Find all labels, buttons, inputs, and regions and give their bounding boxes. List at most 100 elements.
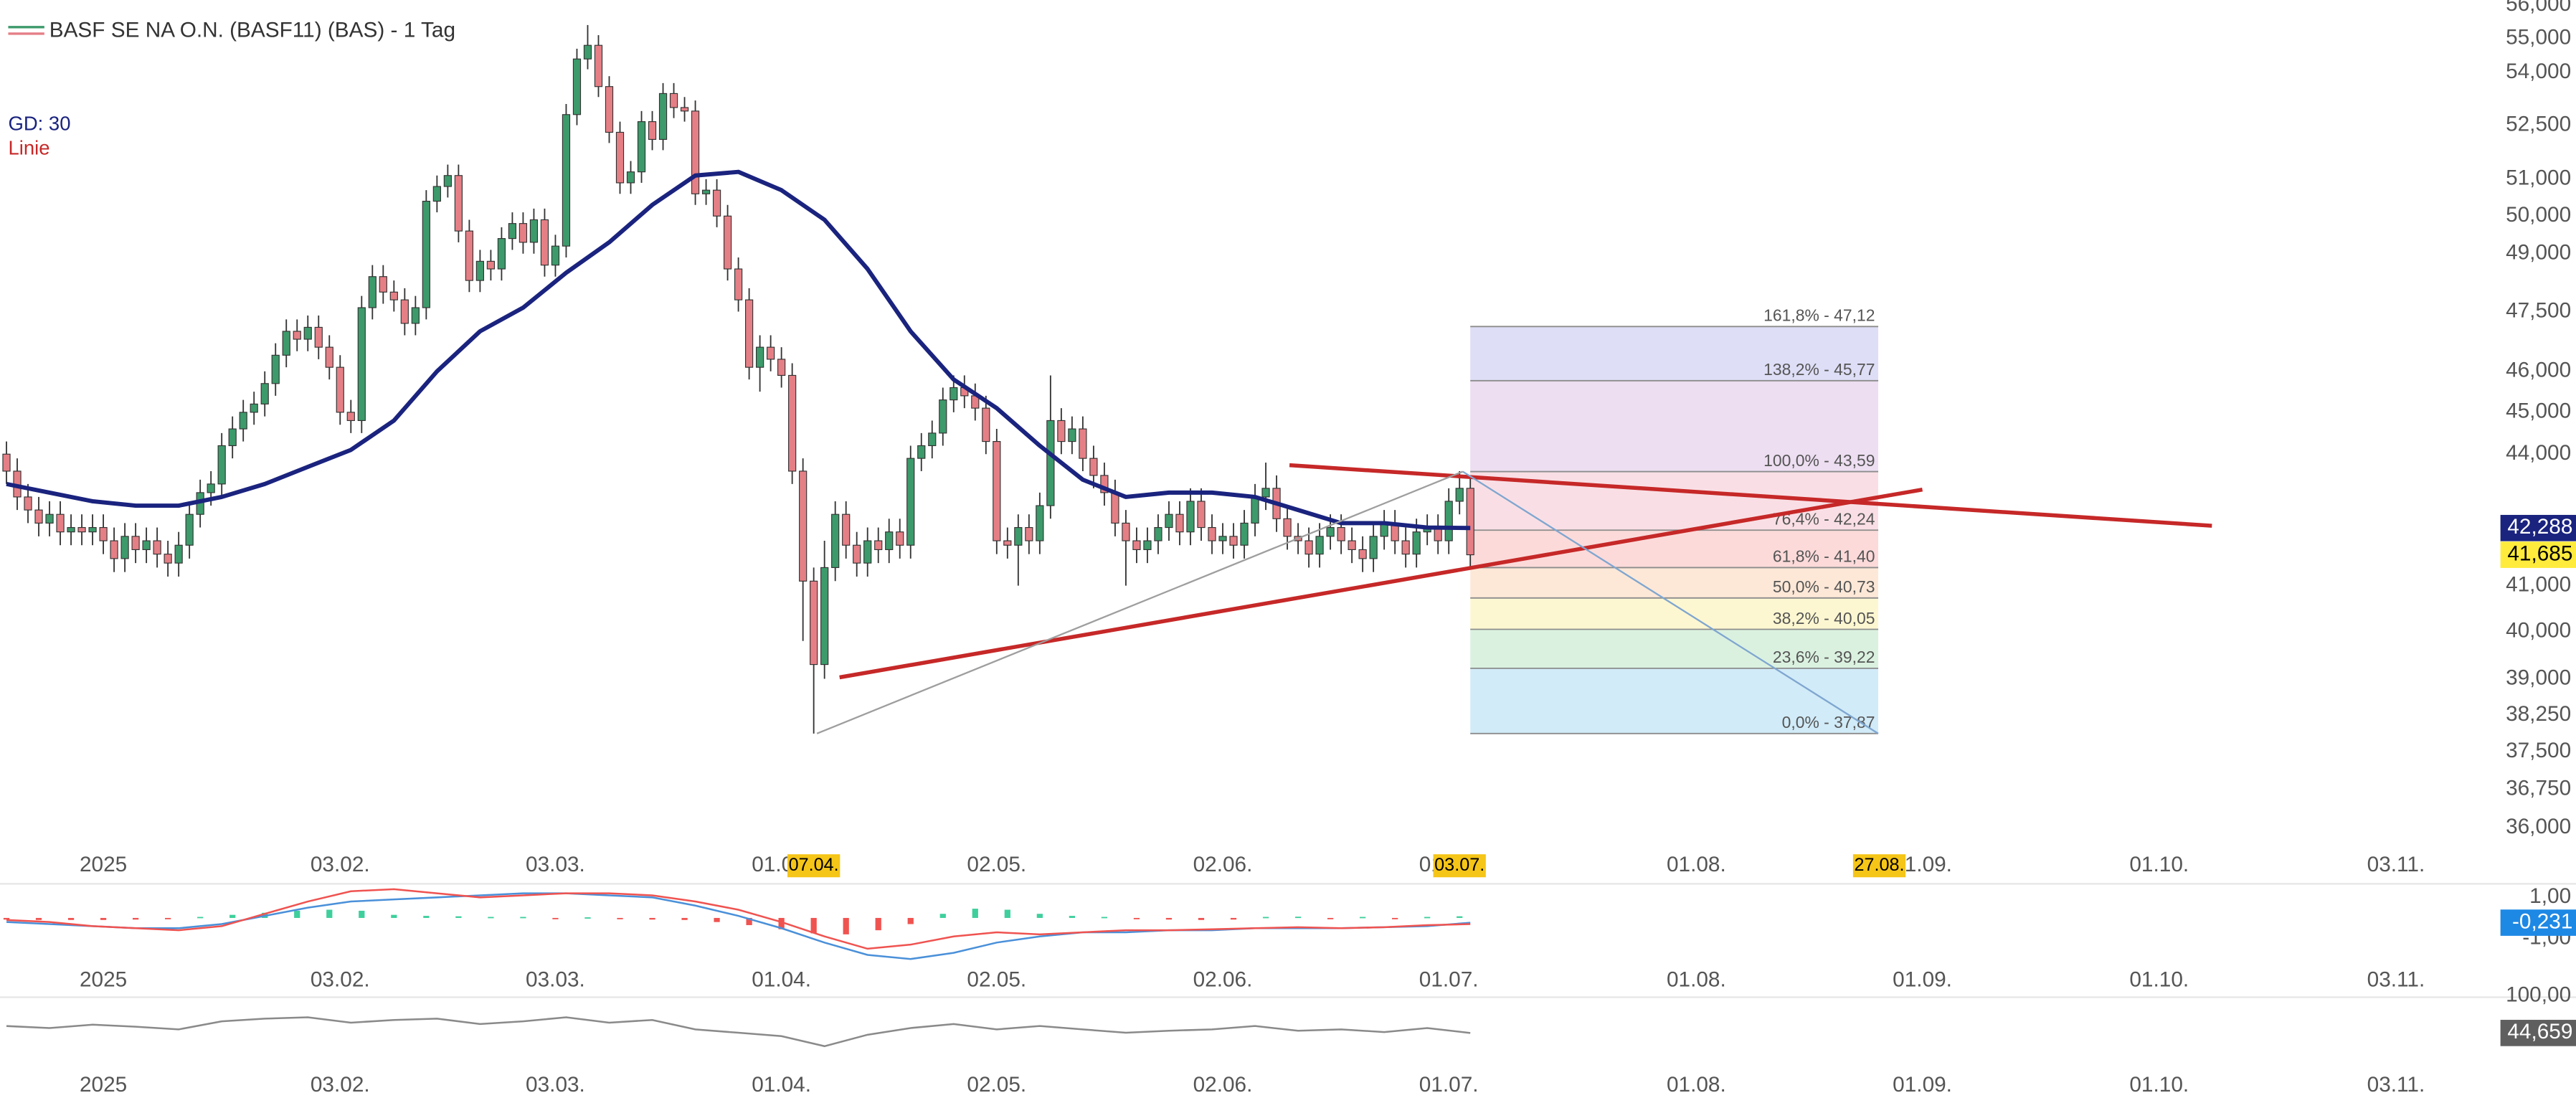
candle-body [56,513,65,533]
histogram-bar [617,917,623,919]
candle-body [874,540,883,551]
candle-body [1455,488,1464,502]
candle-body [422,200,430,308]
x-tick-label: 03.03. [526,1073,585,1097]
indicator-line [6,888,1471,950]
histogram-bar [1262,917,1269,919]
candle-body [799,470,808,582]
candle-body [217,445,226,485]
candle-body [756,346,764,368]
candle-body [885,531,894,551]
candle-body [810,580,818,666]
moving-average-line [6,169,1471,531]
x-tick-label: 03.11. [2367,967,2425,991]
candle-body [346,412,355,422]
candle-body [120,536,129,559]
candle-body [853,544,861,564]
x-tick-label: 02.06. [1193,1073,1253,1097]
candle-body [1014,526,1023,546]
x-tick-label: 01.10. [2129,853,2189,876]
candle-body [1229,536,1238,546]
candle-body [2,453,11,472]
candle-body [950,387,958,401]
histogram-bar [778,917,785,929]
candle-body [518,223,528,243]
histogram-bar [100,917,107,920]
candle-body [293,331,301,340]
candle-body [432,186,441,202]
histogram-bar [1294,917,1302,919]
histogram-bar [1327,917,1334,919]
candle-body [379,276,387,293]
candle-body [357,307,366,422]
x-tick-label: 03.03. [526,853,585,876]
x-tick-label: 02.06. [1193,967,1253,991]
x-marker-box [787,854,840,878]
candle-body [993,441,1001,541]
x-marker-box [1433,854,1486,878]
candle-body [174,544,183,564]
candle-body [1337,526,1345,541]
y-tick-label: 100,00 [2506,983,2571,1006]
y-tick-label: 37,500 [2506,739,2571,762]
candle-body [1315,536,1324,555]
histogram-bar [294,910,300,918]
histogram-bar [1198,917,1205,920]
candle-body [605,86,614,133]
x-tick-label: 01.04. [752,1073,811,1097]
candle-body [1251,496,1259,524]
candle-body [475,260,485,281]
candle-body [583,44,592,60]
candle-body [1046,420,1055,506]
histogram-bar [391,914,397,918]
histogram-bar [681,917,688,920]
candle-body [691,110,700,194]
x-tick-label: 02.05. [967,967,1026,991]
candle-body [1466,488,1474,556]
candle-body [723,215,732,270]
histogram-bar [972,909,978,918]
candle-body [325,346,333,368]
fib-label: 100,0% - 43,59 [1763,451,1875,470]
price-label-box [2500,514,2576,541]
candle-body [411,307,420,324]
fib-label: 138,2% - 45,77 [1763,360,1875,379]
y-tick-label: 41,000 [2506,572,2571,596]
histogram-bar [67,917,75,920]
candle-body [314,326,323,348]
fib-zone [1470,326,1879,381]
fib-label: 50,0% - 40,73 [1773,577,1875,596]
price-label: 41,685 [2507,541,2572,565]
candle-body [271,354,280,384]
candle-body [45,513,54,524]
candle-body [443,175,452,187]
candle-body [562,114,571,247]
candle-body [863,540,872,564]
histogram-bar [520,917,526,919]
x-tick-label: 03.02. [311,853,370,876]
candle-body [207,483,215,493]
histogram-bar [455,916,462,918]
candle-body [88,526,97,533]
candle-body [680,107,689,112]
candle-body [1358,549,1367,559]
histogram-bar [1165,917,1173,920]
price-label: 44,659 [2507,1020,2572,1043]
candle-body [982,407,990,442]
candle-body [1401,540,1410,555]
histogram-bar [1036,914,1043,918]
candle-body [336,366,344,413]
candle-body [400,299,409,324]
histogram-bar [1133,917,1140,919]
x-tick-label: 01.09. [1893,1073,1952,1097]
fib-label: 161,8% - 47,12 [1763,306,1875,325]
price-label-box [2500,1020,2576,1046]
histogram-bar [229,914,236,918]
candle-body [1208,526,1216,541]
candle-body [615,131,625,184]
legend-entry: Linie [8,137,49,159]
price-label-box [2500,909,2576,936]
chart-title: BASF SE NA O.N. (BASF11) (BAS) - 1 Tag [49,18,455,42]
y-tick-label: 36,000 [2506,815,2571,838]
